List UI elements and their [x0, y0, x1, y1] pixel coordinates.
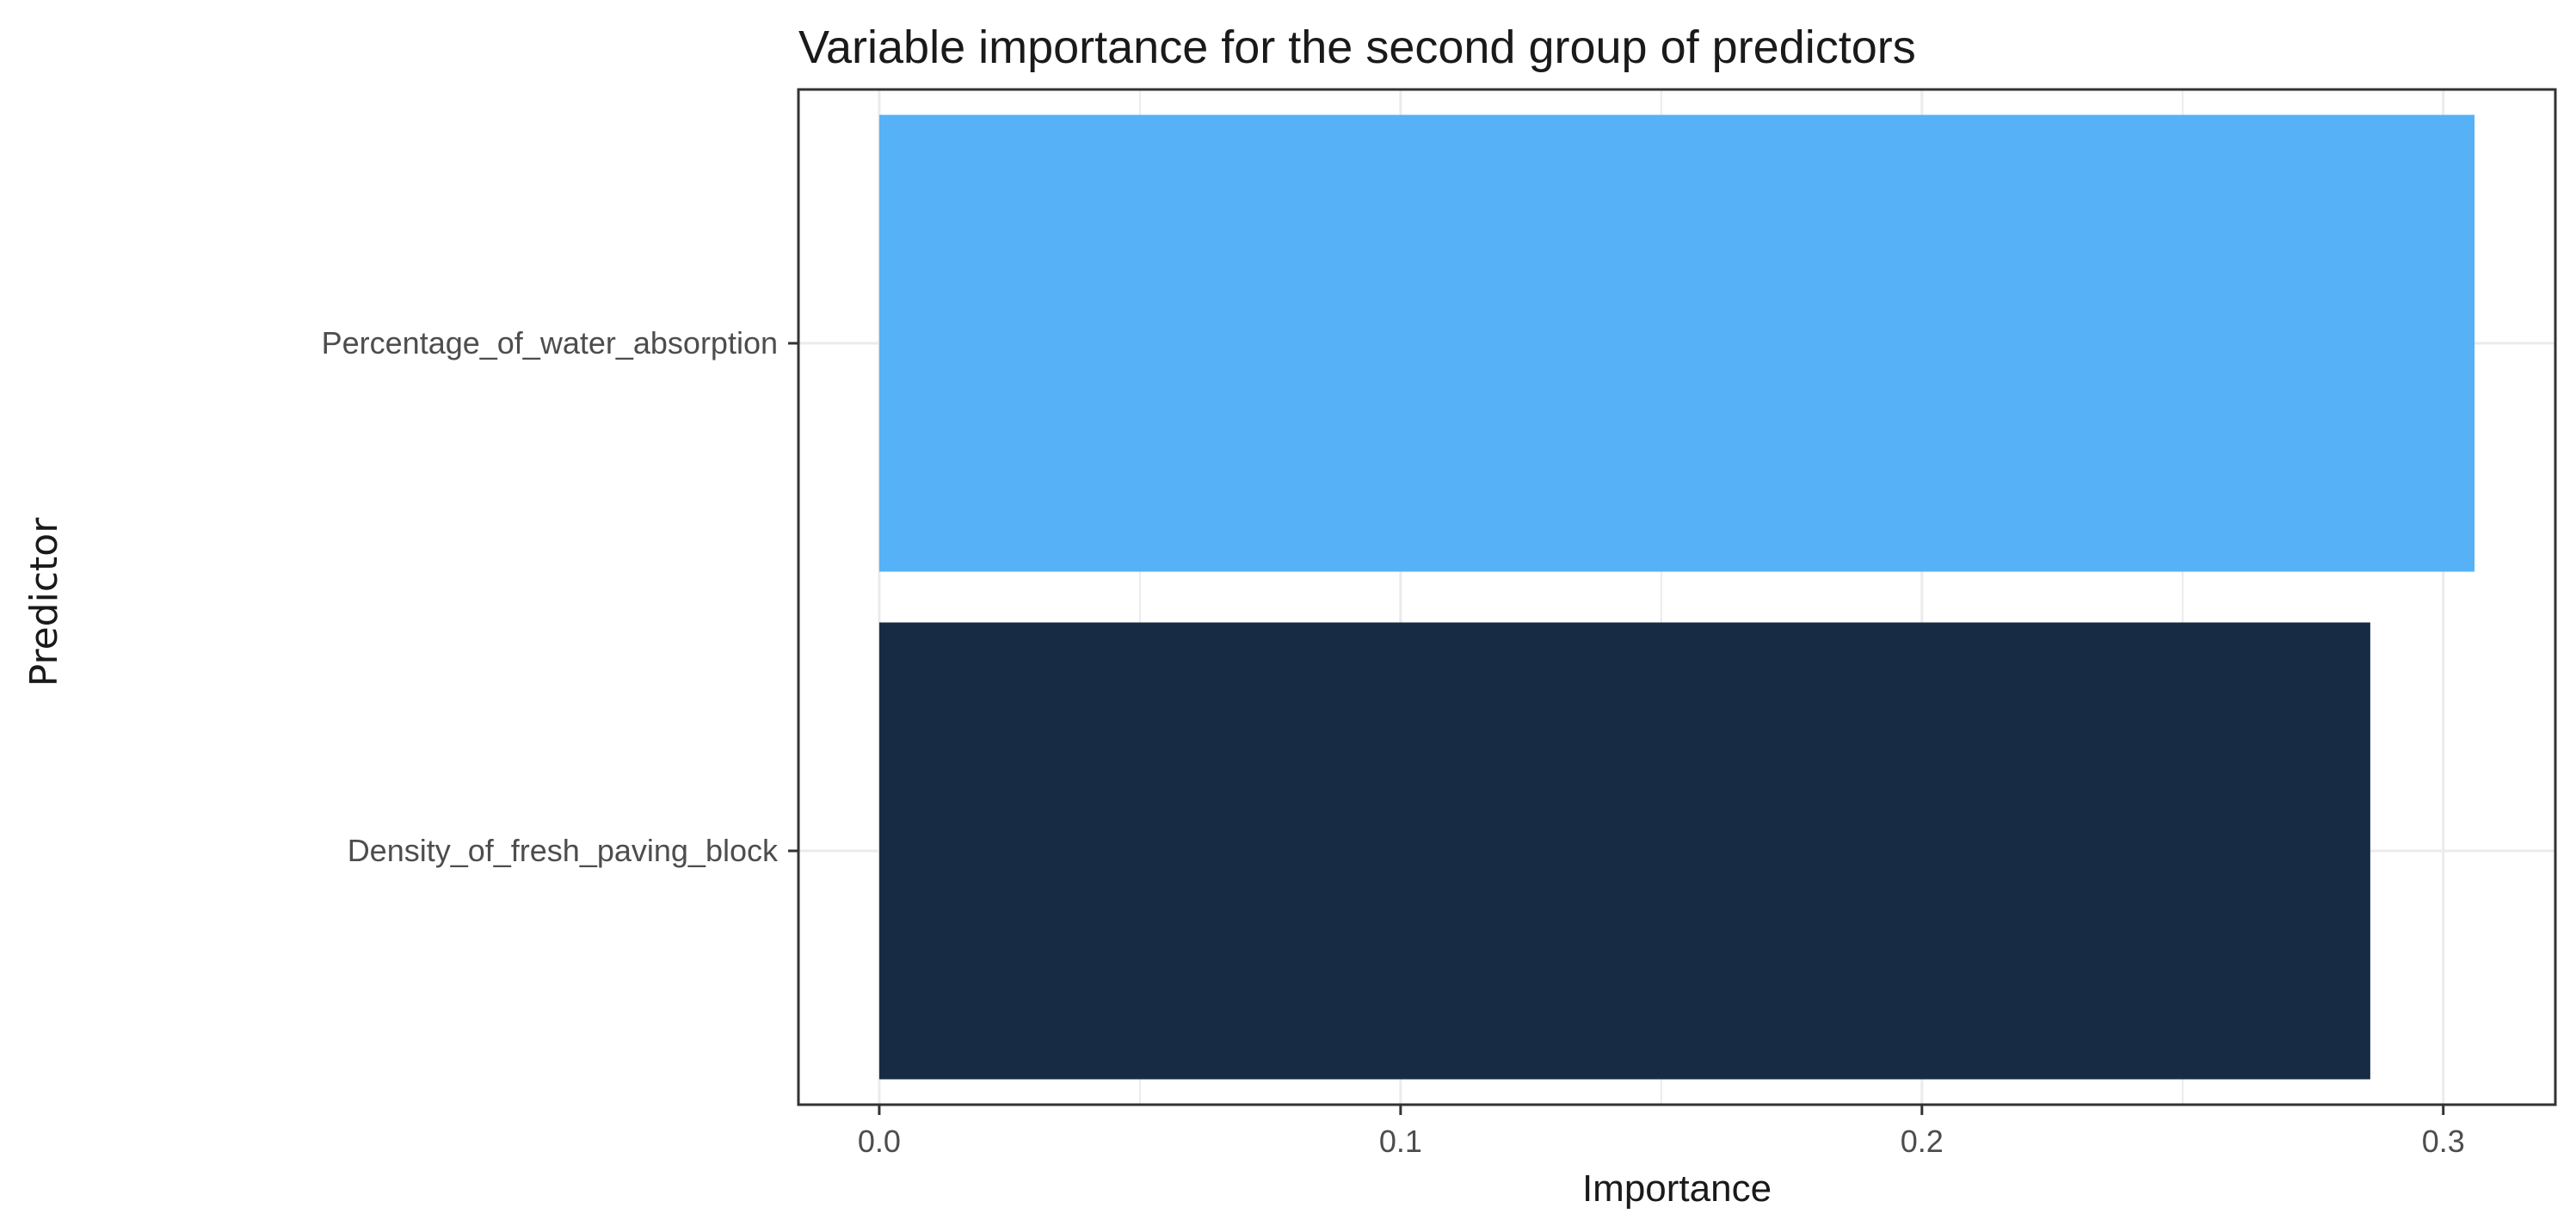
y-tick-label: Percentage_of_water_absorption: [322, 325, 778, 360]
bars-layer: [878, 114, 2475, 1080]
x-tick-label: 0.3: [2422, 1124, 2465, 1159]
panel-border: [797, 88, 2557, 1106]
y-axis: Percentage_of_water_absorption Density_of…: [322, 325, 798, 868]
x-tick-label: 0.0: [858, 1124, 901, 1159]
chart-title: Variable importance for the second group…: [798, 22, 1916, 73]
x-axis: 0.0 0.1 0.2 0.3: [858, 1105, 2465, 1159]
y-tick-label: Density_of_fresh_paving_block: [348, 833, 779, 868]
x-tick-label: 0.2: [1901, 1124, 1944, 1159]
bar: [878, 622, 2370, 1080]
x-tick-label: 0.1: [1379, 1124, 1422, 1159]
y-axis-title: Predictor: [22, 517, 66, 687]
bar: [878, 114, 2475, 572]
x-axis-title: Importance: [1582, 1167, 1772, 1210]
